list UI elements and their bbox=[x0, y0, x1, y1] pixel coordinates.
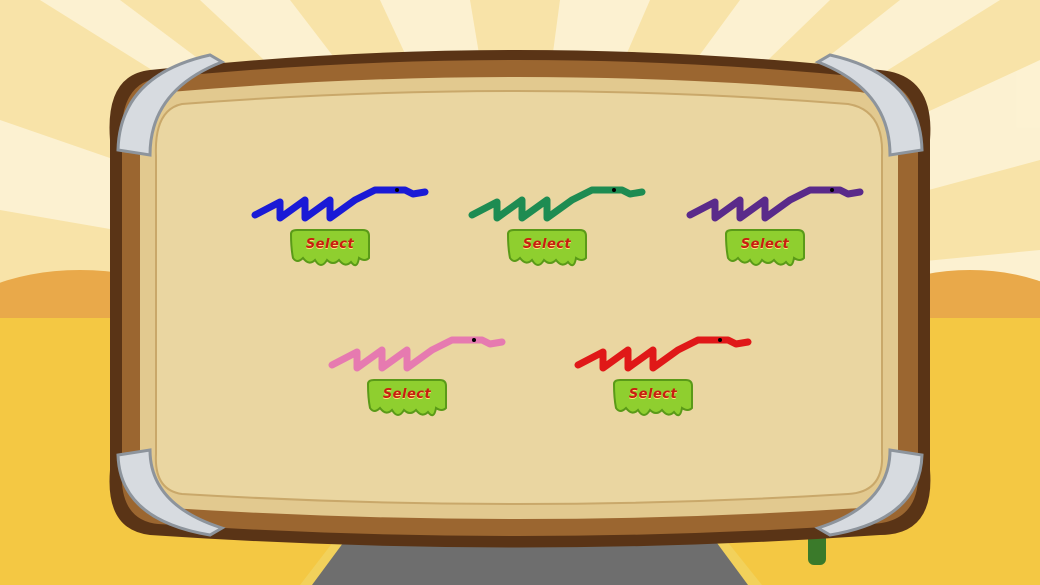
slime-button-icon bbox=[289, 229, 370, 267]
select-button-blue[interactable]: Select bbox=[287, 228, 373, 272]
slime-button-icon bbox=[506, 229, 587, 267]
slime-button-icon bbox=[612, 379, 693, 417]
corner-ornaments bbox=[116, 53, 924, 537]
snake-option-blue: Select bbox=[235, 180, 435, 290]
select-button-purple[interactable]: Select bbox=[722, 228, 808, 272]
select-button-pink[interactable]: Select bbox=[364, 378, 450, 422]
select-button-green[interactable]: Select bbox=[504, 228, 590, 272]
select-label: Select bbox=[382, 387, 432, 402]
slime-button-icon bbox=[366, 379, 447, 417]
snake-option-pink: Select bbox=[312, 330, 512, 440]
select-label: Select bbox=[628, 387, 678, 402]
select-label: Select bbox=[305, 237, 355, 252]
snake-green-icon bbox=[468, 186, 646, 222]
snake-blue-icon bbox=[251, 186, 429, 222]
snake-purple-icon bbox=[686, 186, 864, 222]
snake-option-red: Select bbox=[558, 330, 758, 440]
snake-option-green: Select bbox=[452, 180, 652, 290]
select-label: Select bbox=[522, 237, 572, 252]
select-label: Select bbox=[740, 237, 790, 252]
snake-option-purple: Select bbox=[670, 180, 870, 290]
select-button-red[interactable]: Select bbox=[610, 378, 696, 422]
snake-pink-icon bbox=[328, 336, 506, 372]
slime-button-icon bbox=[724, 229, 805, 267]
snake-red-icon bbox=[574, 336, 752, 372]
